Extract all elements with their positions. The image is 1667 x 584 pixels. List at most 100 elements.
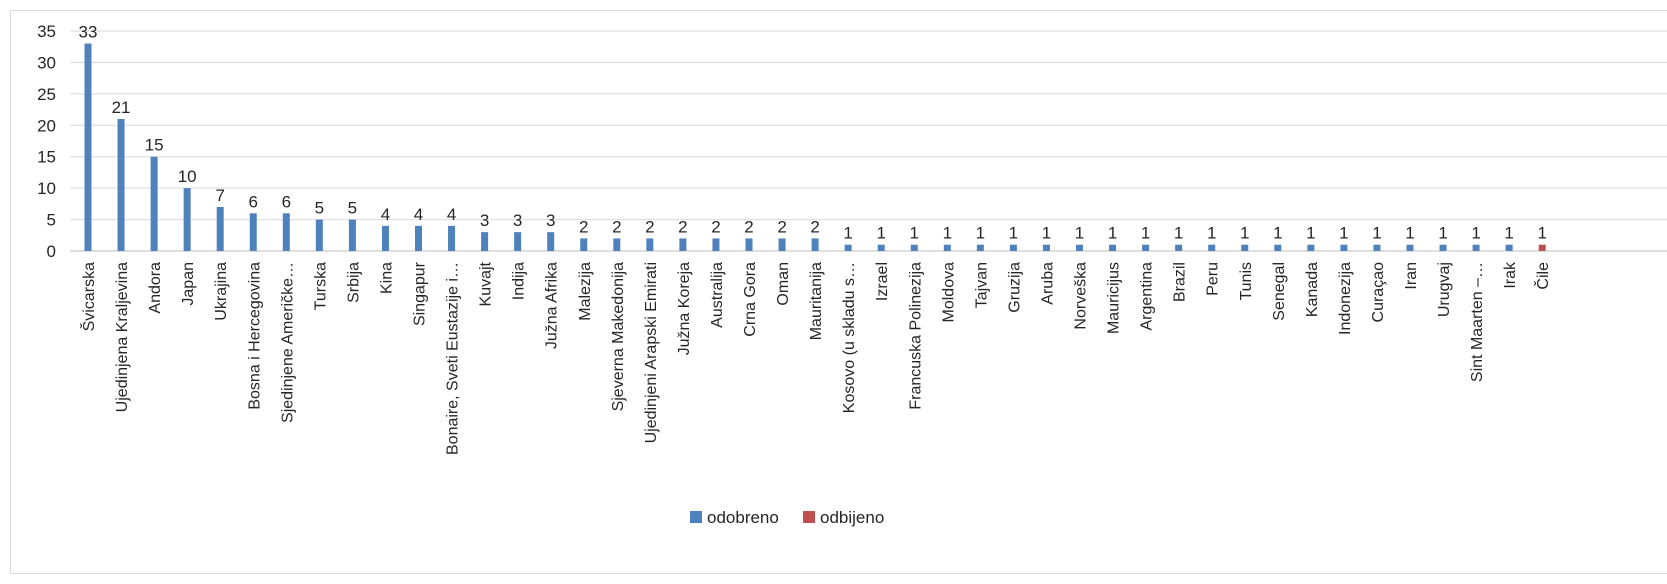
data-label: 5 [315,199,324,218]
category-label: Kina [378,262,395,294]
data-label: 3 [513,211,522,230]
category-label: Kanada [1304,262,1321,317]
category-labels: Švicarska Ujedinjena Kraljevina Andora Japa… [79,261,1552,455]
category-label: Curaçao [1370,262,1387,323]
category-label: Norveška [1073,262,1090,330]
legend-swatch [803,511,815,523]
bar [1208,244,1216,251]
data-label: 1 [1207,224,1216,243]
data-label: 1 [1075,224,1084,243]
category-label: Južna Koreja [676,262,693,355]
data-label: 1 [843,224,852,243]
y-tick-label: 30 [37,53,56,72]
bar [580,238,588,251]
category-label: Mauritanija [808,262,825,340]
bar [613,238,621,251]
data-label: 1 [1438,224,1447,243]
data-label: 1 [1537,224,1546,243]
category-label: Japan [180,262,197,306]
bar [1406,244,1414,251]
data-label: 3 [546,211,555,230]
bar [282,213,290,251]
category-label: Kosovo (u skladu s… [841,262,858,413]
bar [1175,244,1183,251]
data-label: 15 [145,136,164,155]
category-label: Bosna i Hercegovina [246,262,263,410]
data-label: 1 [976,224,985,243]
data-label: 2 [810,217,819,236]
bar [1042,244,1050,251]
category-label: Ujedinjena Kraljevina [114,262,131,412]
bar [448,225,456,251]
category-label: Bonaire, Sveti Eustazije i… [445,262,462,455]
bar [1274,244,1282,251]
data-label: 4 [447,205,456,224]
bar [910,244,918,251]
category-label: Tunis [1238,262,1255,301]
bars [84,43,1546,252]
data-label: 1 [910,224,919,243]
data-label: 1 [1141,224,1150,243]
bar [381,225,389,251]
y-tick-label: 15 [37,148,56,167]
data-label: 3 [480,211,489,230]
y-tick-label: 10 [37,179,56,198]
category-label: Senegal [1271,262,1288,321]
data-label: 10 [178,167,197,186]
bar [183,188,191,251]
category-label: Aruba [1039,262,1056,305]
category-label: Francuska Polinezija [907,262,924,410]
category-label: Južna Afrika [544,262,561,349]
category-label: Australija [709,262,726,328]
bar [84,43,92,252]
bar [117,119,125,251]
data-label: 6 [282,192,291,211]
y-tick-label: 25 [37,85,56,104]
bar [1538,244,1546,251]
bar [745,238,753,251]
data-label: 1 [1108,224,1117,243]
category-label: Crna Gora [742,262,759,337]
bar [1109,244,1117,251]
category-label: Brazil [1172,262,1189,302]
legend: odobreno odbijeno [690,508,884,527]
data-label: 1 [1042,224,1051,243]
category-label: Oman [775,262,792,306]
data-label: 2 [777,217,786,236]
data-label: 1 [1471,224,1480,243]
bar [1340,244,1348,251]
legend-label: odobreno [707,508,779,527]
data-label: 2 [744,217,753,236]
data-label: 2 [711,217,720,236]
category-label: Turska [312,262,329,310]
category-label: Sint Maarten –… [1469,262,1486,382]
category-label: Sjeverna Makedonija [610,262,627,412]
category-label: Malezija [577,262,594,321]
bar [1439,244,1447,251]
category-label: Sjedinjene Američke… [279,262,296,423]
data-label: 1 [876,224,885,243]
category-label: Mauricijus [1106,262,1123,334]
category-label: Ujedinjeni Arapski Emirati [643,262,660,443]
bar [646,238,654,251]
legend-label: odbijeno [820,508,884,527]
category-label: Izrael [874,262,891,301]
category-label: Ukrajina [213,262,230,321]
bar [1009,244,1017,251]
data-label: 1 [1339,224,1348,243]
data-label: 1 [1372,224,1381,243]
bar [679,238,687,251]
bar [514,232,522,251]
bar [1472,244,1480,251]
bar [976,244,984,251]
data-label: 2 [612,217,621,236]
data-label: 33 [79,23,98,42]
bar [1373,244,1381,251]
category-label: Peru [1205,262,1222,296]
data-label: 1 [1174,224,1183,243]
category-label: Srbija [345,262,362,303]
data-label: 4 [381,205,390,224]
bar [1241,244,1249,251]
